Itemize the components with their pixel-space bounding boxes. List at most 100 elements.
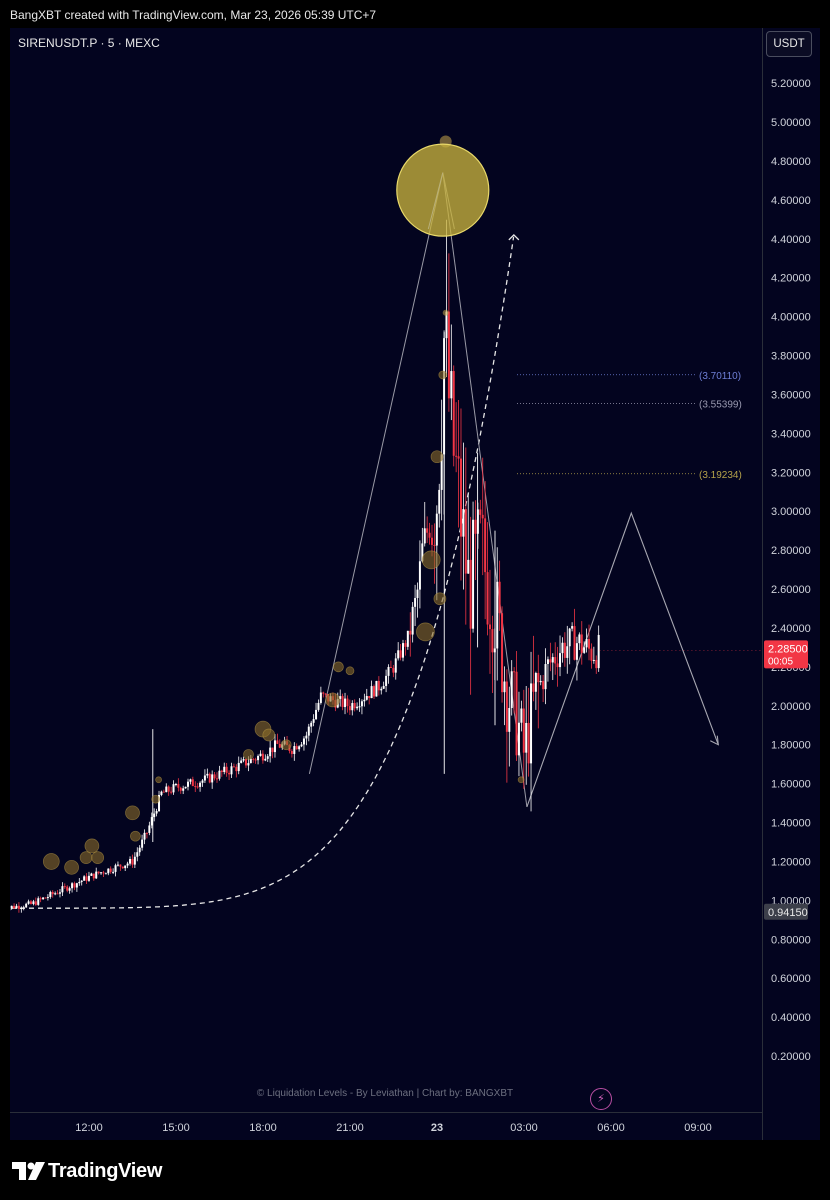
candle-body (583, 647, 586, 653)
x-tick-label: 18:00 (249, 1122, 277, 1134)
candle-body (92, 873, 95, 879)
candle-body (83, 876, 86, 881)
candle-body (66, 886, 69, 891)
y-tick-label: 2.00000 (771, 701, 811, 713)
candle-body (590, 648, 593, 661)
current-price-badge (764, 640, 808, 669)
lightning-icon[interactable]: ⚡ (590, 1088, 612, 1110)
liquidation-bubble (421, 550, 441, 570)
candle-body (273, 740, 276, 753)
candle-body (315, 709, 318, 720)
candle-body (240, 760, 243, 763)
candle-body (375, 680, 378, 697)
candle-body (136, 852, 139, 857)
candle-body (566, 646, 569, 658)
candle-body (488, 624, 491, 630)
candle-body (58, 892, 61, 894)
liquidation-bubble (243, 749, 254, 760)
candle-body (73, 883, 76, 888)
candle-body (496, 581, 499, 649)
candle-body (211, 774, 214, 783)
candle-body (119, 864, 122, 867)
candle-body (517, 722, 520, 756)
candle-body (530, 683, 533, 764)
candle-body (208, 773, 211, 783)
candle-body (588, 639, 591, 649)
liquidation-bubble (333, 661, 344, 673)
candle-body (452, 371, 455, 456)
candle-body (445, 311, 448, 339)
liquidation-bubble (64, 859, 79, 875)
footer-brand[interactable]: TradingView (48, 1160, 163, 1182)
candle-body (411, 606, 414, 635)
candle-body (457, 456, 460, 459)
candle-body (150, 817, 153, 826)
liquidation-bubble (155, 776, 162, 784)
candle-body (278, 743, 281, 748)
liquidation-bubble (42, 853, 60, 870)
liquidation-bubble (325, 692, 340, 708)
y-tick-label: 3.80000 (771, 351, 811, 363)
y-tick-label: 5.00000 (771, 117, 811, 129)
candle-body (244, 759, 247, 766)
candle-body (585, 639, 588, 648)
level-label: (3.70110) (699, 371, 741, 382)
liquidation-bubble (430, 450, 444, 464)
y-tick-label: 1.40000 (771, 818, 811, 830)
candle-body (261, 753, 264, 761)
candle-body (75, 883, 78, 888)
candle-body (491, 629, 494, 653)
candle-body (406, 630, 409, 647)
candle-body (377, 680, 380, 691)
candle-body (257, 755, 260, 761)
x-tick-label: 09:00 (684, 1122, 712, 1134)
symbol-label[interactable]: SIRENUSDT.P · 5 · MEXC (18, 36, 160, 50)
candle-body (145, 832, 148, 834)
candle-body (592, 659, 595, 661)
current-price-label: 2.28500 (768, 643, 808, 655)
candle-body (170, 791, 173, 793)
candle-body (112, 871, 115, 873)
candle-body (484, 518, 487, 573)
candle-body (527, 722, 530, 764)
candle-body (78, 881, 81, 884)
candle-body (544, 664, 547, 690)
candle-body (242, 759, 245, 761)
candle-body (87, 875, 90, 881)
candle-body (595, 659, 598, 669)
y-tick-label: 4.20000 (771, 273, 811, 285)
tradingview-logo-icon[interactable] (12, 1158, 172, 1184)
candle-body (206, 773, 209, 776)
candle-body (394, 658, 397, 673)
liquidation-bubble (345, 666, 355, 676)
candle-body (554, 657, 557, 664)
trend-line-left (308, 172, 444, 775)
candle-body (307, 726, 310, 736)
candle-body (254, 759, 257, 761)
x-tick-label: 06:00 (597, 1122, 625, 1134)
candle-body (199, 782, 202, 787)
candle-body (510, 671, 513, 709)
liquidation-bubble (79, 851, 93, 864)
candle-body (27, 901, 30, 904)
currency-button[interactable]: USDT (766, 31, 812, 57)
candle-body (109, 868, 112, 872)
candle-body (397, 650, 400, 659)
price-chart[interactable]: 5.400005.200005.000004.800004.600004.400… (10, 28, 820, 1140)
candle-body (532, 683, 535, 692)
trend-line-inner (427, 172, 444, 230)
level-label: (3.19234) (699, 470, 742, 481)
candle-body (56, 893, 59, 895)
chart-panel[interactable]: 5.400005.200005.000004.800004.600004.400… (10, 28, 820, 1140)
liquidation-bubble (91, 851, 105, 864)
parabolic-curve (10, 236, 515, 909)
candle-body (421, 543, 424, 562)
candle-body (124, 865, 127, 869)
candle-body (298, 746, 301, 750)
candle-body (356, 706, 359, 709)
candle-body (467, 559, 470, 574)
candle-body (508, 708, 511, 732)
candle-body (232, 766, 235, 768)
candle-body (172, 784, 175, 793)
candle-body (17, 905, 20, 909)
